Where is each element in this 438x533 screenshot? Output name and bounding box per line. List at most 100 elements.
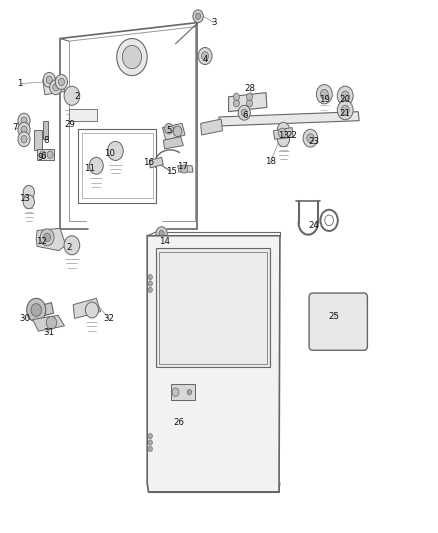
Circle shape: [117, 38, 147, 76]
Circle shape: [44, 233, 50, 241]
Circle shape: [247, 93, 253, 101]
Polygon shape: [73, 298, 101, 318]
Circle shape: [122, 45, 141, 69]
Text: 22: 22: [286, 131, 297, 140]
Bar: [159, 252, 267, 364]
Circle shape: [58, 78, 64, 86]
Text: 26: 26: [173, 418, 184, 427]
Text: 12: 12: [36, 237, 47, 246]
Text: 18: 18: [265, 157, 276, 166]
Text: 29: 29: [65, 120, 76, 129]
Text: 6: 6: [242, 111, 248, 120]
Polygon shape: [43, 77, 64, 95]
Polygon shape: [147, 236, 280, 492]
Text: 8: 8: [43, 136, 49, 145]
Circle shape: [18, 122, 30, 137]
Circle shape: [108, 141, 123, 160]
Circle shape: [159, 230, 164, 237]
Polygon shape: [33, 316, 64, 331]
Circle shape: [233, 100, 240, 107]
Text: 24: 24: [308, 221, 319, 230]
Circle shape: [307, 134, 314, 143]
Circle shape: [241, 109, 247, 116]
Text: 17: 17: [177, 163, 188, 171]
FancyBboxPatch shape: [309, 293, 367, 350]
Polygon shape: [178, 166, 193, 172]
Circle shape: [64, 86, 80, 106]
Text: 9: 9: [38, 154, 43, 163]
Text: 30: 30: [20, 314, 31, 323]
Polygon shape: [201, 119, 223, 135]
Polygon shape: [163, 136, 184, 149]
Circle shape: [49, 80, 62, 95]
Circle shape: [247, 100, 253, 107]
Circle shape: [278, 128, 286, 138]
Circle shape: [43, 72, 55, 87]
Circle shape: [40, 229, 54, 246]
Bar: [43, 120, 47, 139]
Text: 5: 5: [166, 126, 172, 135]
Bar: [69, 109, 97, 120]
Text: 1: 1: [18, 79, 23, 88]
Circle shape: [337, 86, 353, 106]
Polygon shape: [273, 127, 293, 139]
Text: 31: 31: [43, 328, 54, 337]
Circle shape: [64, 236, 80, 255]
Circle shape: [233, 93, 240, 101]
Text: 25: 25: [329, 312, 340, 321]
Circle shape: [187, 390, 191, 395]
Bar: [171, 384, 195, 400]
Text: 2: 2: [75, 92, 80, 101]
Circle shape: [173, 126, 182, 136]
Text: 7: 7: [13, 123, 18, 132]
Circle shape: [21, 135, 27, 143]
Circle shape: [201, 52, 208, 60]
Circle shape: [89, 157, 103, 174]
Text: 11: 11: [84, 164, 95, 173]
Circle shape: [148, 287, 152, 293]
Circle shape: [23, 195, 35, 209]
Bar: [156, 248, 270, 367]
Circle shape: [341, 105, 349, 115]
Circle shape: [337, 100, 353, 120]
Circle shape: [55, 75, 67, 90]
Text: 10: 10: [104, 149, 115, 158]
Text: 13: 13: [278, 131, 289, 140]
Circle shape: [85, 302, 99, 318]
Circle shape: [277, 132, 290, 147]
Circle shape: [303, 130, 318, 147]
Circle shape: [53, 84, 59, 91]
Circle shape: [148, 274, 152, 280]
Circle shape: [148, 440, 152, 445]
Text: 2: 2: [66, 244, 71, 253]
Circle shape: [47, 151, 53, 158]
Polygon shape: [28, 303, 53, 319]
Circle shape: [18, 114, 30, 128]
Circle shape: [277, 122, 290, 137]
Circle shape: [195, 13, 201, 19]
Circle shape: [23, 185, 35, 199]
Circle shape: [21, 126, 27, 133]
Text: 16: 16: [143, 158, 154, 167]
Circle shape: [193, 10, 203, 22]
Circle shape: [148, 433, 152, 439]
Polygon shape: [149, 157, 163, 168]
Polygon shape: [219, 112, 359, 126]
Bar: [37, 149, 54, 160]
Text: 13: 13: [18, 194, 29, 203]
Text: 6: 6: [40, 152, 46, 161]
Circle shape: [238, 106, 251, 120]
Circle shape: [40, 151, 46, 158]
Circle shape: [21, 117, 27, 124]
Polygon shape: [229, 93, 267, 112]
Bar: [34, 130, 42, 150]
Circle shape: [316, 85, 332, 104]
Circle shape: [46, 76, 52, 84]
Circle shape: [172, 388, 179, 397]
Polygon shape: [36, 228, 66, 251]
Circle shape: [148, 281, 152, 286]
Circle shape: [181, 165, 187, 173]
Circle shape: [27, 298, 46, 321]
Text: 28: 28: [245, 84, 256, 93]
Circle shape: [46, 317, 57, 329]
